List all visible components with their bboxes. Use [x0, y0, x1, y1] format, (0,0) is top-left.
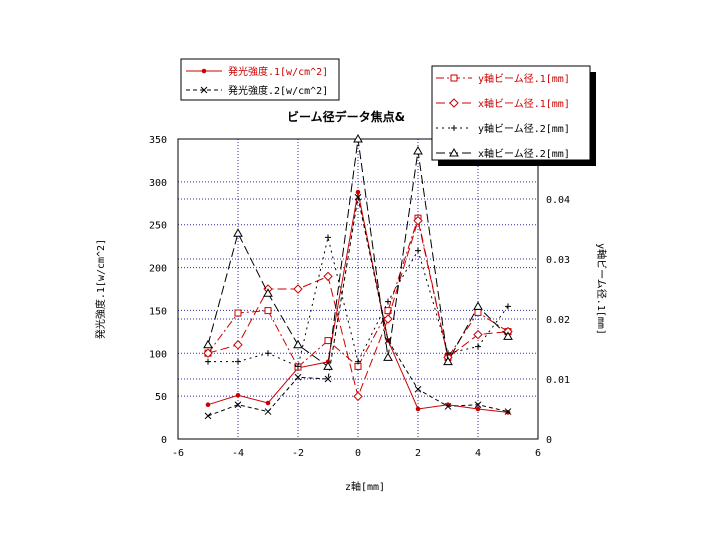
tick-labels: -6 -4 -2 0 2 4 605010015020025030035000.010.02…: [149, 135, 570, 459]
y2-axis-label: y軸ビーム径.1[mm]: [595, 243, 608, 335]
y-tick-label: 350: [149, 135, 167, 146]
legend-marker: [200, 86, 208, 94]
y2-tick-label: 0: [546, 435, 552, 446]
data-point: [505, 303, 511, 310]
data-point: [355, 189, 361, 195]
data-point: [233, 340, 243, 350]
x-axis-label: z軸[mm]: [345, 480, 385, 493]
data-point: [325, 234, 331, 241]
legend-label: 発光強度.2[w/cm^2]: [228, 84, 328, 97]
y-tick-label: 100: [149, 349, 167, 360]
y-tick-label: 250: [149, 221, 167, 232]
data-point: [383, 352, 393, 361]
data-point: [265, 400, 271, 406]
y-tick-label: 50: [155, 392, 167, 403]
data-point: [265, 350, 271, 357]
data-point: [473, 301, 483, 310]
x-tick-label: -2: [292, 448, 304, 459]
data-point: [203, 348, 213, 358]
x-tick-label: 2: [415, 448, 421, 459]
y-tick-label: 0: [161, 435, 167, 446]
data-point: [445, 350, 451, 357]
legend-label: y軸ビーム径.1[mm]: [478, 72, 570, 85]
legend-marker: [451, 125, 457, 131]
data-point: [475, 343, 481, 350]
data-point: [235, 358, 241, 365]
data-point: [444, 403, 452, 410]
data-point: [474, 401, 482, 409]
data-point: [204, 412, 212, 420]
x-tick-label: -6: [172, 448, 184, 459]
legend-intensity: 発光強度.1[w/cm^2] 発光強度.2[w/cm^2]: [180, 58, 340, 101]
data-point: [385, 298, 391, 305]
legend-marker: [449, 98, 459, 108]
data-point: [294, 373, 302, 381]
y2-tick-label: 0.01: [546, 375, 570, 386]
data-point: [264, 307, 272, 315]
data-point: [503, 331, 513, 340]
data-point: [295, 363, 301, 370]
legend-marker: [449, 147, 459, 157]
data-point: [264, 408, 272, 415]
data-point: [415, 406, 421, 412]
data-point: [324, 375, 332, 383]
y-tick-label: 300: [149, 178, 167, 189]
data-point: [234, 309, 242, 317]
data-point: [203, 339, 213, 349]
data-point: [414, 385, 422, 393]
series-line-6: [207, 138, 509, 368]
data-point: [234, 401, 242, 409]
series-layer: [203, 133, 513, 420]
data-point: [473, 329, 483, 340]
data-point: [353, 391, 363, 402]
data-point: [235, 392, 241, 398]
y2-tick-label: 0.04: [546, 195, 570, 206]
data-point: [205, 358, 211, 365]
series-line-2: [207, 197, 509, 417]
data-point: [443, 356, 453, 366]
x-tick-label: -4: [232, 448, 244, 459]
legend-label: 発光強度.1[w/cm^2]: [228, 65, 328, 78]
y-tick-label: 200: [149, 264, 167, 275]
data-point: [323, 361, 333, 370]
data-point: [475, 406, 481, 412]
legend-label: x軸ビーム径.1[mm]: [478, 97, 570, 110]
data-point: [205, 402, 211, 408]
data-point: [415, 247, 421, 254]
y-tick-label: 150: [149, 306, 167, 317]
legend-label: x軸ビーム径.2[mm]: [478, 147, 570, 160]
data-point: [413, 215, 423, 226]
data-point: [355, 358, 361, 365]
x-tick-label: 6: [535, 448, 541, 459]
data-point: [323, 271, 333, 282]
x-tick-label: 0: [355, 448, 361, 459]
data-point: [504, 408, 512, 415]
data-point: [353, 133, 363, 143]
y-axis-label: 発光強度.1[w/cm^2]: [94, 239, 107, 339]
y2-tick-label: 0.02: [546, 315, 570, 326]
legend-beam-diameter: y軸ビーム径.1[mm] x軸ビーム径.1[mm] y軸ビーム径.2[mm] x軸ビー…: [431, 65, 596, 166]
data-point: [293, 339, 303, 349]
data-point: [233, 228, 243, 237]
data-point: [505, 410, 511, 415]
chart-title: ビーム径データ焦点&: [287, 109, 405, 124]
data-point: [293, 284, 303, 294]
legend-label: y軸ビーム径.2[mm]: [478, 122, 570, 135]
data-point: [263, 288, 273, 297]
data-point: [354, 193, 362, 201]
legend-marker: [450, 74, 458, 82]
data-point: [413, 145, 423, 155]
data-point: [324, 337, 332, 345]
x-tick-label: 4: [475, 448, 481, 459]
data-point: [474, 308, 482, 316]
legend-marker: [201, 68, 207, 74]
data-point: [383, 314, 393, 324]
y2-tick-label: 0.03: [546, 255, 570, 266]
